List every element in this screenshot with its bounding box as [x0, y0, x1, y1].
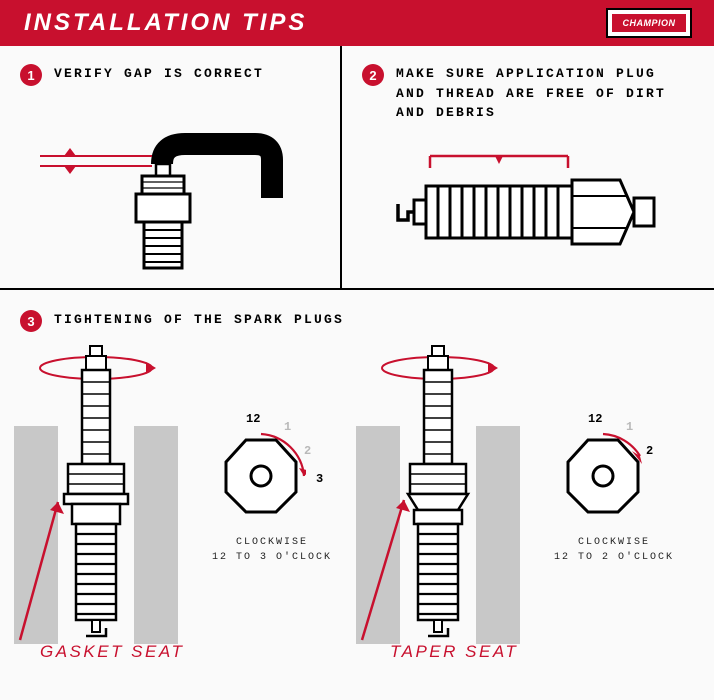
- taper-clock-label: CLOCKWISE 12 TO 2 O'CLOCK: [554, 536, 674, 565]
- step-1-header: 1 VERIFY GAP IS CORRECT: [20, 64, 320, 86]
- gasket-clock-label: CLOCKWISE 12 TO 3 O'CLOCK: [212, 536, 332, 565]
- step-1-number: 1: [20, 64, 42, 86]
- step-2-number: 2: [362, 64, 384, 86]
- gasket-clock-1: 1: [284, 420, 291, 434]
- step-3-number: 3: [20, 310, 42, 332]
- panel-step-1: 1 VERIFY GAP IS CORRECT: [0, 46, 342, 288]
- taper-seat-label: TAPER SEAT: [390, 642, 518, 662]
- brand-badge: CHAMPION: [606, 8, 692, 38]
- taper-plug-diagram: [356, 344, 526, 644]
- step-2-header: 2 MAKE SURE APPLICATION PLUG AND THREAD …: [362, 64, 694, 123]
- gasket-seat-label: GASKET SEAT: [40, 642, 184, 662]
- gasket-clock-3: 3: [316, 472, 323, 486]
- gasket-clock-12: 12: [246, 412, 260, 426]
- step-2-text: MAKE SURE APPLICATION PLUG AND THREAD AR…: [396, 64, 694, 123]
- verify-gap-diagram: [40, 126, 300, 276]
- thread-diagram: [390, 146, 670, 276]
- tightening-diagrams: 12 1 2 3 CLOCKWISE 12 TO 3 O'CLOCK GASKE…: [20, 344, 694, 674]
- page-title: INSTALLATION TIPS: [24, 9, 307, 37]
- step-1-text: VERIFY GAP IS CORRECT: [54, 64, 264, 84]
- header-bar: INSTALLATION TIPS CHAMPION: [0, 0, 714, 46]
- top-row: 1 VERIFY GAP IS CORRECT: [0, 46, 714, 290]
- panel-step-3: 3 TIGHTENING OF THE SPARK PLUGS: [0, 290, 714, 674]
- step-3-text: TIGHTENING OF THE SPARK PLUGS: [54, 310, 344, 330]
- step-3-header: 3 TIGHTENING OF THE SPARK PLUGS: [20, 310, 694, 332]
- taper-seat-column: 12 1 2 CLOCKWISE 12 TO 2 O'CLOCK TAPER S…: [362, 344, 694, 674]
- brand-name: CHAMPION: [612, 14, 686, 32]
- taper-clock-2: 2: [646, 444, 653, 458]
- gasket-seat-column: 12 1 2 3 CLOCKWISE 12 TO 3 O'CLOCK GASKE…: [20, 344, 352, 674]
- gasket-clock-2: 2: [304, 444, 311, 458]
- gasket-clock-diagram: [216, 432, 306, 522]
- panel-step-2: 2 MAKE SURE APPLICATION PLUG AND THREAD …: [342, 46, 714, 288]
- taper-clock-1: 1: [626, 420, 633, 434]
- taper-clock-diagram: [558, 432, 648, 522]
- taper-clock-12: 12: [588, 412, 602, 426]
- gasket-plug-diagram: [14, 344, 184, 644]
